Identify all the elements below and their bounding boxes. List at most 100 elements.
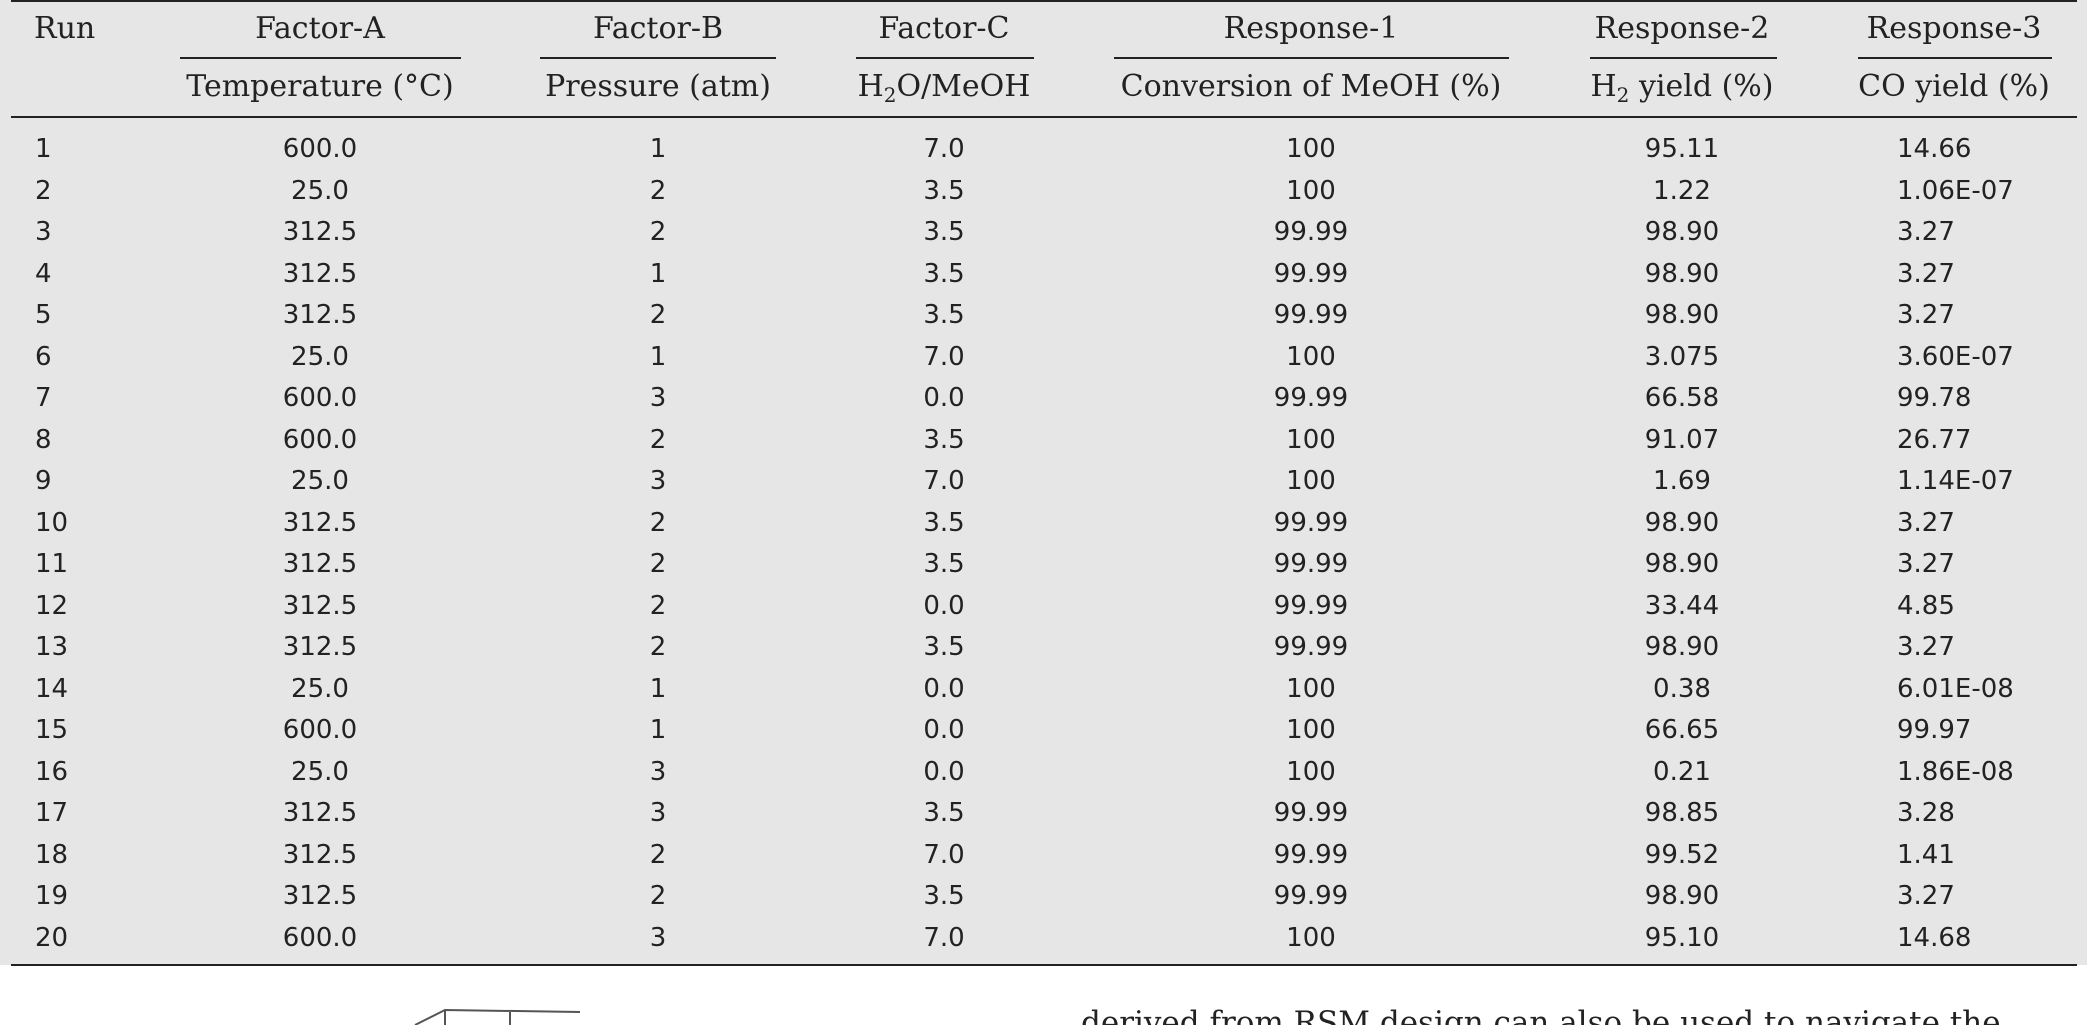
cell: 3.5 [923,632,965,662]
cell: 3.27 [1897,632,1955,662]
cell: 0.0 [923,673,965,704]
cell: 312.5 [282,258,358,289]
cell: 9 [35,466,52,496]
cell: 3 [649,922,667,953]
cell: 11 [35,549,69,579]
header-rule [11,116,2077,118]
column-group-header: Response-1 [1223,11,1399,46]
cell: 18 [35,839,69,870]
cell: 4 [35,258,52,289]
cell: 99.78 [1897,383,1972,413]
column-label: CO yield (%) [1858,69,2050,104]
cell: 3.5 [923,217,965,247]
cell: 100 [1286,922,1336,953]
cell: 312.5 [282,549,358,579]
cell: 3 [35,217,52,247]
cell: 1.41 [1897,839,1955,870]
cell: 2 [35,175,52,206]
column-group-header: Factor-A [255,11,385,46]
cell: 98.90 [1644,507,1720,538]
cell: 100 [1286,466,1336,496]
cell: 3.27 [1897,258,1955,289]
cell: 99.99 [1273,258,1349,289]
cell: 26.77 [1897,424,1972,455]
cell: 4.85 [1897,590,1955,621]
cell: 2 [649,839,667,870]
cell: 1 [649,341,667,372]
cell: 3.27 [1897,881,1955,911]
cell: 99.99 [1273,632,1349,662]
label-part: H [857,69,884,104]
cell: 3 [649,756,667,787]
cell: 1 [649,258,667,289]
cell: 7.0 [923,839,965,870]
cell: 19 [35,881,69,911]
cell: 312.5 [282,839,358,870]
cell: 95.11 [1644,134,1720,164]
cell: 95.10 [1644,922,1720,953]
cell: 20 [35,922,69,953]
cell: 3.5 [923,258,965,289]
cell: 3 [649,466,667,496]
cell: 2 [649,424,667,455]
cell: 98.85 [1644,798,1720,828]
cell: 99.99 [1273,507,1349,538]
cell: 100 [1286,756,1336,787]
cell: 91.07 [1644,424,1720,455]
cell: 99.99 [1273,300,1349,330]
cell: 98.90 [1644,258,1720,289]
column-label: Pressure (atm) [545,69,771,104]
column-group-header: Factor-C [878,11,1010,46]
column-group-header: Response-2 [1594,11,1770,46]
cell: 2 [649,175,667,206]
cell: 25.0 [291,756,349,787]
cell: 3.27 [1897,217,1955,247]
cell: 3.5 [923,424,965,455]
cell: 3.5 [923,549,965,579]
label-part: H [1590,69,1617,104]
cell: 100 [1286,134,1336,164]
cell: 312.5 [282,507,358,538]
cell: 100 [1286,673,1336,704]
cell: 3 [649,798,667,828]
cell: 10 [35,507,69,538]
cell: 98.90 [1644,632,1720,662]
cell: 1 [649,134,667,164]
cell: 99.99 [1273,590,1349,621]
cell: 33.44 [1644,590,1720,621]
cell: 99.52 [1644,839,1720,870]
cell: 600.0 [282,424,358,455]
cell: 2 [649,632,667,662]
cell: 3.28 [1897,798,1955,828]
cell: 15 [35,715,69,745]
cell: 100 [1286,715,1336,745]
group-underline [1590,57,1777,59]
cell: 98.90 [1644,881,1720,911]
column-label: H2O/MeOH [857,69,1031,106]
cell: 8 [35,424,52,455]
group-underline [1858,57,2052,59]
cell: 312.5 [282,632,358,662]
cell: 100 [1286,175,1336,206]
cell: 312.5 [282,590,358,621]
cell: 600.0 [282,383,358,413]
cell: 2 [649,549,667,579]
cell: 1 [35,134,52,164]
cell: 14.68 [1897,922,1972,953]
cell: 16 [35,756,69,787]
cell: 1.22 [1653,175,1711,206]
cell: 25.0 [291,673,349,704]
table: Run Factor-A Temperature (°C) Factor-B Press… [0,0,2087,966]
cell: 99.99 [1273,549,1349,579]
cell: 25.0 [291,341,349,372]
body-text: derived from RSM design can also be used… [1081,1005,2001,1025]
cell: 17 [35,798,69,828]
cell: 1.86E-08 [1897,756,2014,787]
group-underline [540,57,776,59]
label-part: yield (%) [1629,69,1774,104]
column-label: Temperature (°C) [186,69,454,104]
cell: 312.5 [282,798,358,828]
label-part: O/MeOH [896,69,1031,104]
cell: 0.21 [1653,756,1711,787]
